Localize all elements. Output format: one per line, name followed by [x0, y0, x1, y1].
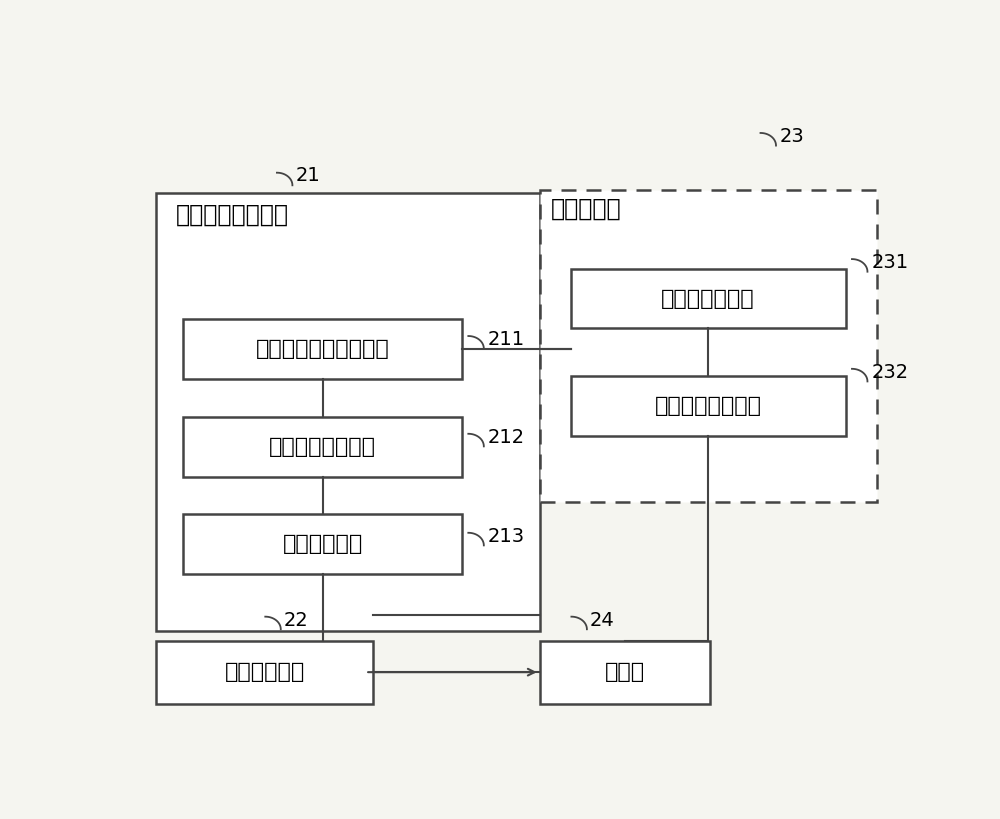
- Text: 寄存器值调整单元: 寄存器值调整单元: [655, 396, 762, 416]
- Text: 22: 22: [284, 611, 309, 630]
- Text: 显示单元机芯模块: 显示单元机芯模块: [175, 203, 288, 227]
- Text: 212: 212: [488, 428, 525, 447]
- Text: 色温件: 色温件: [605, 662, 645, 682]
- Bar: [540, 190, 877, 502]
- Bar: [183, 319, 462, 379]
- Text: 21: 21: [296, 165, 320, 185]
- Bar: [571, 376, 846, 436]
- Text: 亮度调整单元: 亮度调整单元: [283, 535, 363, 554]
- Bar: [540, 640, 710, 704]
- Text: 参数值调节单元: 参数值调节单元: [661, 288, 755, 309]
- Bar: [156, 193, 540, 631]
- Bar: [183, 417, 462, 477]
- Text: 211: 211: [488, 330, 525, 349]
- Text: 23: 23: [780, 127, 805, 146]
- Text: 液晶拼接系统: 液晶拼接系统: [224, 662, 305, 682]
- Text: 调试控制端: 调试控制端: [551, 197, 622, 220]
- Bar: [183, 514, 462, 574]
- Text: 232: 232: [871, 363, 908, 382]
- Bar: [571, 269, 846, 328]
- Text: 24: 24: [590, 611, 615, 630]
- Text: 背光曲线生成单元: 背光曲线生成单元: [269, 437, 376, 457]
- Bar: [156, 640, 373, 704]
- Text: 213: 213: [488, 527, 525, 546]
- Text: 231: 231: [871, 253, 908, 272]
- Text: 第一寄存器值获取单元: 第一寄存器值获取单元: [256, 339, 390, 359]
